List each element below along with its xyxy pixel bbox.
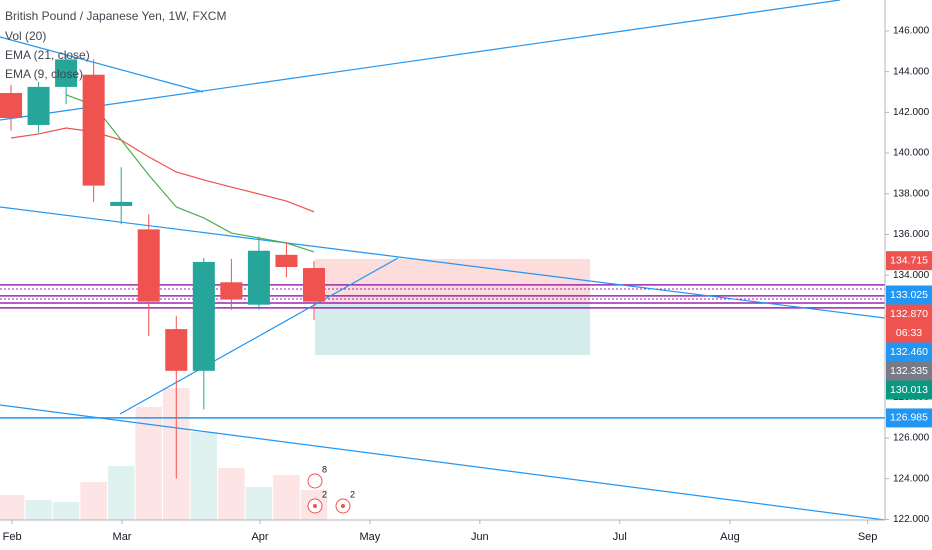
legend: British Pound / Japanese Yen, 1W, FXCM V… bbox=[5, 9, 226, 81]
candle-body bbox=[27, 86, 50, 125]
candle-body bbox=[137, 229, 160, 302]
x-tick-label: Mar bbox=[113, 531, 132, 543]
x-tick-label: Aug bbox=[720, 531, 740, 543]
y-tick-label: 142.000 bbox=[893, 107, 930, 118]
x-tick-label: May bbox=[360, 531, 381, 543]
event-count: 2 bbox=[322, 489, 327, 499]
price-axis-bg bbox=[885, 0, 932, 550]
trendline bbox=[0, 404, 886, 521]
trendline bbox=[0, 36, 204, 93]
y-tick-label: 122.000 bbox=[893, 514, 930, 525]
axes-layer: 122.000124.000126.000128.000130.000132.0… bbox=[3, 26, 932, 543]
price-label-bg bbox=[886, 251, 932, 271]
candle-body bbox=[247, 250, 270, 305]
candles-layer bbox=[0, 55, 326, 479]
candle-body bbox=[82, 74, 105, 186]
volume-bar bbox=[25, 500, 52, 520]
volume-bar bbox=[273, 475, 300, 520]
x-tick-label: Apr bbox=[251, 531, 268, 543]
y-tick-label: 140.000 bbox=[893, 148, 930, 159]
y-tick-label: 136.000 bbox=[893, 229, 930, 240]
price-label-bg bbox=[886, 361, 932, 381]
volume-bar bbox=[245, 487, 273, 520]
y-tick-label: 138.000 bbox=[893, 188, 930, 199]
trendlines bbox=[0, 0, 886, 521]
chart-title: British Pound / Japanese Yen, 1W, FXCM bbox=[5, 9, 226, 23]
candle-body bbox=[192, 261, 215, 371]
price-label-bg bbox=[886, 380, 932, 400]
candle-body bbox=[275, 254, 298, 268]
event-icon bbox=[307, 473, 323, 489]
event-dot bbox=[313, 504, 317, 508]
trendline bbox=[0, 0, 841, 121]
volume-bar bbox=[0, 495, 25, 520]
price-label: 133.025 bbox=[890, 289, 928, 301]
price-label: 132.335 bbox=[890, 365, 928, 377]
price-label-bg bbox=[886, 342, 932, 362]
indicator-label: EMA (9, close) bbox=[5, 67, 83, 81]
y-tick-label: 124.000 bbox=[893, 473, 930, 484]
candle-body bbox=[0, 93, 23, 119]
x-tick-label: Sep bbox=[858, 531, 878, 543]
y-tick-label: 146.000 bbox=[893, 26, 930, 37]
ema-line bbox=[65, 94, 315, 253]
indicator-label: EMA (21, close) bbox=[5, 48, 90, 62]
countdown: 06:33 bbox=[896, 327, 922, 339]
x-tick-label: Jun bbox=[471, 531, 489, 543]
candle-body bbox=[165, 329, 188, 371]
volume-bar bbox=[80, 482, 107, 520]
x-tick-label: Feb bbox=[3, 531, 22, 543]
price-label: 130.013 bbox=[890, 384, 928, 396]
volume-bar bbox=[107, 466, 135, 520]
x-tick-label: Jul bbox=[613, 531, 627, 543]
candle-body bbox=[220, 282, 243, 300]
candle-body bbox=[55, 59, 78, 87]
price-label: 134.715 bbox=[890, 254, 928, 266]
price-label: 126.985 bbox=[890, 412, 928, 424]
event-count: 8 bbox=[322, 464, 327, 474]
volume-bar bbox=[52, 502, 80, 520]
volume-bar bbox=[190, 432, 218, 520]
event-count: 2 bbox=[350, 489, 355, 499]
y-tick-label: 134.000 bbox=[893, 270, 930, 281]
volume-bar bbox=[218, 468, 245, 520]
trendline bbox=[0, 206, 886, 319]
price-label-bg bbox=[886, 408, 932, 428]
price-label-bg bbox=[886, 304, 932, 343]
target-zone bbox=[315, 304, 590, 355]
price-label-bg bbox=[886, 285, 932, 305]
events: 8 2 2 bbox=[307, 464, 355, 514]
event-dot bbox=[341, 504, 345, 508]
y-tick-label: 126.000 bbox=[893, 433, 930, 444]
trendline bbox=[119, 257, 399, 415]
price-label: 132.870 bbox=[890, 308, 928, 320]
indicator-label: Vol (20) bbox=[5, 29, 46, 43]
candle-body bbox=[302, 268, 326, 302]
price-label: 132.460 bbox=[890, 346, 928, 358]
candle-body bbox=[110, 201, 133, 206]
y-tick-label: 144.000 bbox=[893, 66, 930, 77]
ema-line bbox=[10, 127, 315, 213]
ema-layer bbox=[10, 94, 315, 253]
